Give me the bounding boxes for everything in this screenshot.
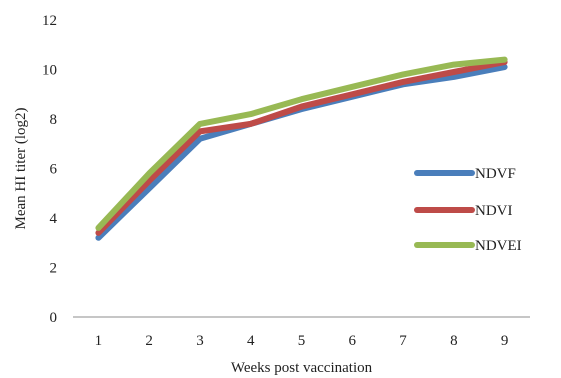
legend-label-ndvi: NDVI — [475, 203, 513, 219]
y-axis-title: Mean HI titer (log2) — [13, 107, 29, 229]
x-tick-label: 5 — [298, 333, 306, 349]
x-tick-label: 1 — [95, 333, 103, 349]
y-tick-label: 4 — [50, 211, 58, 227]
legend-label-ndvf: NDVF — [475, 166, 516, 182]
x-axis-ticks: 1 2 3 4 5 6 7 8 9 — [95, 333, 509, 349]
y-tick-label: 8 — [50, 112, 58, 128]
series-line-ndvi — [95, 59, 508, 236]
y-tick-label: 0 — [50, 310, 58, 326]
y-tick-label: 10 — [42, 63, 57, 79]
x-tick-label: 6 — [349, 333, 357, 349]
legend-label-ndvei: NDVEI — [475, 238, 522, 254]
y-axis-ticks: 0 2 4 6 8 10 12 — [42, 13, 58, 326]
y-tick-label: 2 — [50, 261, 58, 277]
series-lines — [95, 56, 508, 241]
x-tick-label: 4 — [247, 333, 255, 349]
legend: NDVF NDVI NDVEI — [414, 166, 522, 254]
y-tick-label: 12 — [42, 13, 57, 29]
x-axis-title: Weeks post vaccination — [231, 360, 373, 376]
x-tick-label: 8 — [450, 333, 458, 349]
x-tick-label: 7 — [399, 333, 407, 349]
y-tick-label: 6 — [50, 162, 58, 178]
x-tick-label: 9 — [501, 333, 509, 349]
series-line-ndvei — [95, 56, 508, 231]
x-tick-label: 2 — [145, 333, 153, 349]
x-tick-label: 3 — [196, 333, 204, 349]
